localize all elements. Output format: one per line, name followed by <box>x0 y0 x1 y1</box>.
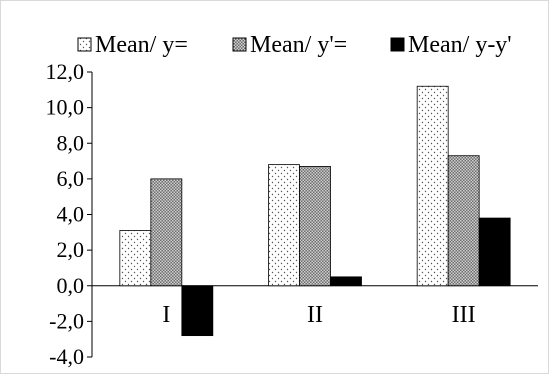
legend-label-2: Mean/ y'= <box>250 32 347 58</box>
legend-swatch-2 <box>232 37 247 52</box>
bar <box>119 230 152 287</box>
bar <box>299 166 331 287</box>
bar <box>416 85 449 287</box>
bar <box>150 178 183 287</box>
bar <box>478 217 511 287</box>
x-category-label: III <box>452 302 476 328</box>
bars <box>119 85 511 337</box>
y-tick-label: 0,0 <box>57 273 85 298</box>
legend-swatch-3 <box>390 37 405 52</box>
y-tick-label: 10,0 <box>46 95 85 120</box>
y-tick-label: -4,0 <box>49 344 84 369</box>
legend-label-1: Mean/ y= <box>95 32 188 58</box>
bar <box>268 164 300 287</box>
y-tick-label: 2,0 <box>57 237 85 262</box>
bar <box>447 155 480 287</box>
y-tick-label: 8,0 <box>57 130 85 155</box>
x-category-label: I <box>162 302 170 328</box>
legend: Mean/ y= Mean/ y'= Mean/ y-y' <box>77 32 512 58</box>
bar <box>330 276 362 287</box>
y-tick-label: -2,0 <box>49 308 84 333</box>
y-tick-label: 12,0 <box>46 59 85 84</box>
y-tick-label: 4,0 <box>57 202 85 227</box>
bar <box>181 285 214 337</box>
x-category-label: II <box>307 302 323 328</box>
legend-label-3: Mean/ y-y' <box>408 32 512 58</box>
category-labels: I II III <box>162 302 475 328</box>
y-tick-label: 6,0 <box>57 166 85 191</box>
legend-swatch-1 <box>77 37 92 52</box>
